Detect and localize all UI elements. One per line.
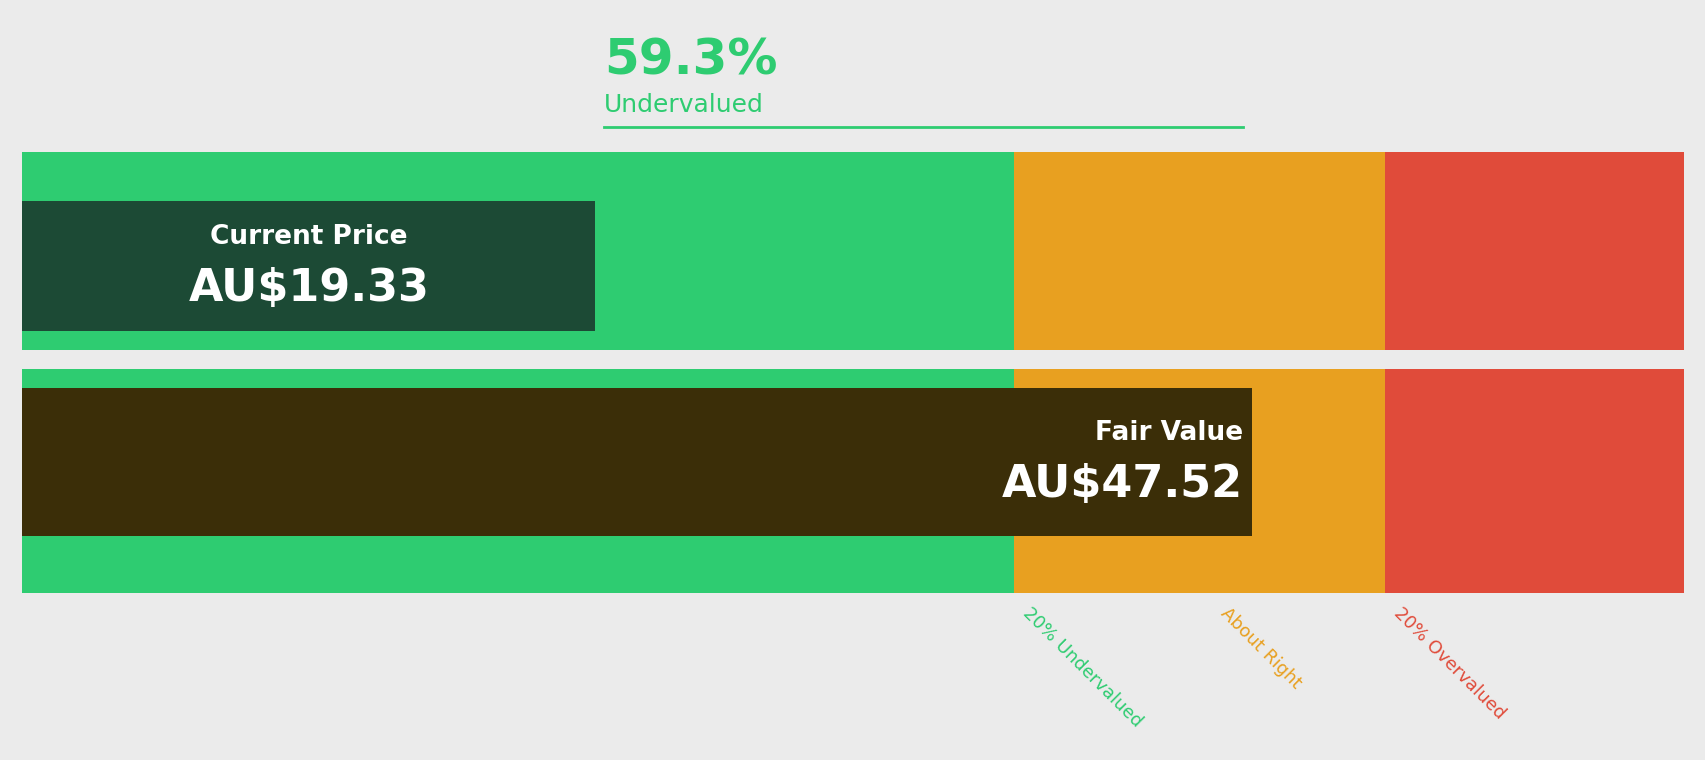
Text: Undervalued: Undervalued: [604, 93, 764, 117]
Text: AU$47.52: AU$47.52: [1001, 463, 1243, 506]
Text: 20% Overvalued: 20% Overvalued: [1390, 604, 1507, 723]
Text: Current Price: Current Price: [210, 224, 407, 250]
Text: 20% Undervalued: 20% Undervalued: [1018, 604, 1146, 731]
Text: AU$19.33: AU$19.33: [188, 268, 430, 310]
Text: Fair Value: Fair Value: [1095, 420, 1243, 446]
Text: About Right: About Right: [1216, 604, 1304, 692]
Text: 59.3%: 59.3%: [604, 36, 777, 85]
